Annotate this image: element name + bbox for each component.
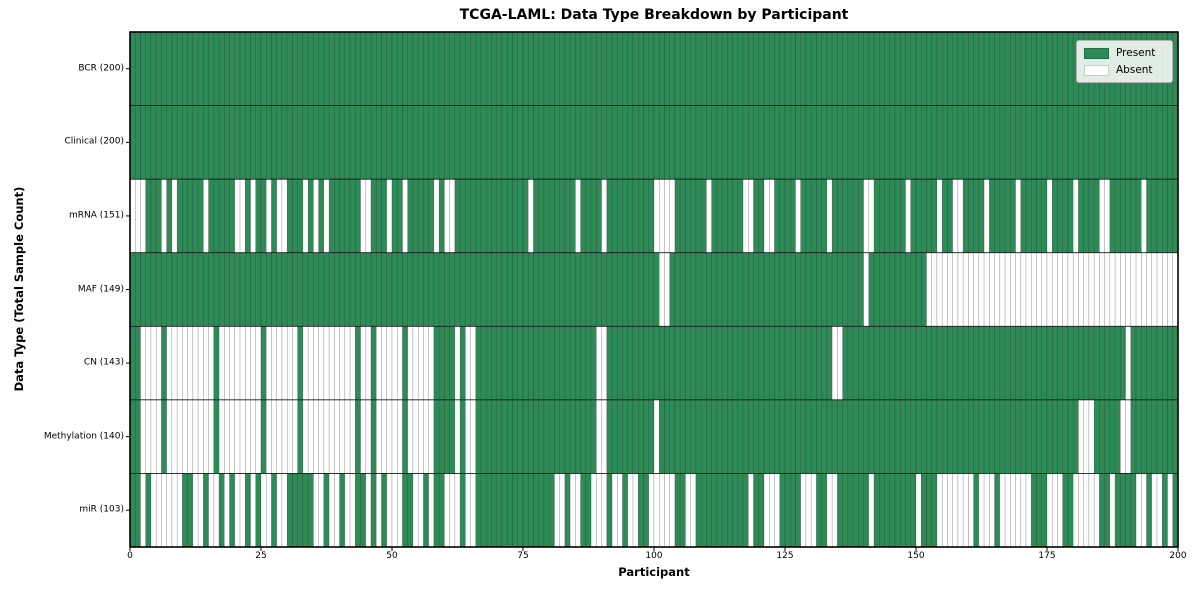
- legend-item-absent: Absent: [1084, 64, 1165, 76]
- x-tick-label: 0: [127, 551, 133, 561]
- chart-title: TCGA-LAML: Data Type Breakdown by Partic…: [459, 7, 849, 23]
- legend-label: Absent: [1116, 64, 1153, 76]
- y-tick-label: miR (103): [79, 504, 124, 515]
- legend-item-present: Present: [1084, 47, 1165, 59]
- x-tick-label: 200: [1169, 551, 1187, 561]
- legend-label: Present: [1116, 47, 1156, 59]
- y-tick-label: mRNA (151): [69, 210, 124, 221]
- legend: Present Absent: [1076, 40, 1173, 83]
- absent-swatch: [1084, 64, 1109, 76]
- present-swatch: [1084, 47, 1109, 59]
- x-tick-label: 125: [776, 551, 794, 561]
- y-tick-label: Methylation (140): [43, 431, 124, 442]
- y-tick-label: CN (143): [83, 357, 124, 368]
- x-axis-label: Participant: [618, 565, 690, 579]
- x-tick-label: 25: [255, 551, 267, 561]
- x-tick-label: 50: [386, 551, 398, 561]
- y-tick-label: Clinical (200): [64, 136, 124, 147]
- x-tick-label: 175: [1038, 551, 1056, 561]
- x-tick-label: 150: [907, 551, 925, 561]
- x-tick-label: 100: [645, 551, 663, 561]
- y-tick-label: BCR (200): [78, 63, 124, 74]
- y-tick-label: MAF (149): [77, 284, 124, 294]
- x-tick-label: 75: [517, 551, 529, 561]
